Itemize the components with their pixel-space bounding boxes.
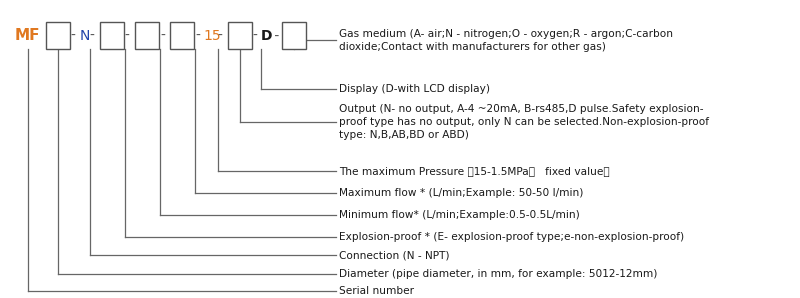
Text: The maximum Pressure （15-1.5MPa，   fixed value）: The maximum Pressure （15-1.5MPa， fixed v… — [339, 166, 610, 176]
Text: Gas medium (A- air;N - nitrogen;O - oxygen;R - argon;C-carbon
dioxide;Contact wi: Gas medium (A- air;N - nitrogen;O - oxyg… — [339, 29, 674, 52]
Text: Serial number: Serial number — [339, 286, 414, 297]
Bar — [100, 22, 124, 49]
Text: N: N — [79, 29, 90, 43]
Bar — [135, 22, 159, 49]
Text: Display (D-with LCD display): Display (D-with LCD display) — [339, 84, 490, 94]
Text: -: - — [125, 29, 130, 43]
Text: -: - — [270, 29, 280, 43]
Bar — [228, 22, 252, 49]
Text: -: - — [70, 29, 75, 43]
Text: Maximum flow * (L/min;Example: 50-50 l/min): Maximum flow * (L/min;Example: 50-50 l/m… — [339, 188, 583, 198]
Bar — [46, 22, 70, 49]
Text: 15: 15 — [203, 29, 221, 43]
Text: Minimum flow* (L/min;Example:0.5-0.5L/min): Minimum flow* (L/min;Example:0.5-0.5L/mi… — [339, 210, 580, 220]
Text: -: - — [253, 29, 258, 43]
Text: -: - — [90, 29, 94, 43]
Text: -: - — [195, 29, 200, 43]
Bar — [170, 22, 194, 49]
Text: -: - — [218, 29, 222, 43]
Text: Explosion-proof * (E- explosion-proof type;e-non-explosion-proof): Explosion-proof * (E- explosion-proof ty… — [339, 232, 684, 242]
Text: Diameter (pipe diameter, in mm, for example: 5012-12mm): Diameter (pipe diameter, in mm, for exam… — [339, 269, 658, 279]
Text: -: - — [160, 29, 165, 43]
Text: D: D — [261, 29, 272, 43]
Text: MF: MF — [14, 28, 40, 43]
Text: Output (N- no output, A-4 ~20mA, B-rs485,D pulse.Safety explosion-
proof type ha: Output (N- no output, A-4 ~20mA, B-rs485… — [339, 104, 710, 140]
Text: Connection (N - NPT): Connection (N - NPT) — [339, 250, 450, 260]
Bar — [282, 22, 306, 49]
